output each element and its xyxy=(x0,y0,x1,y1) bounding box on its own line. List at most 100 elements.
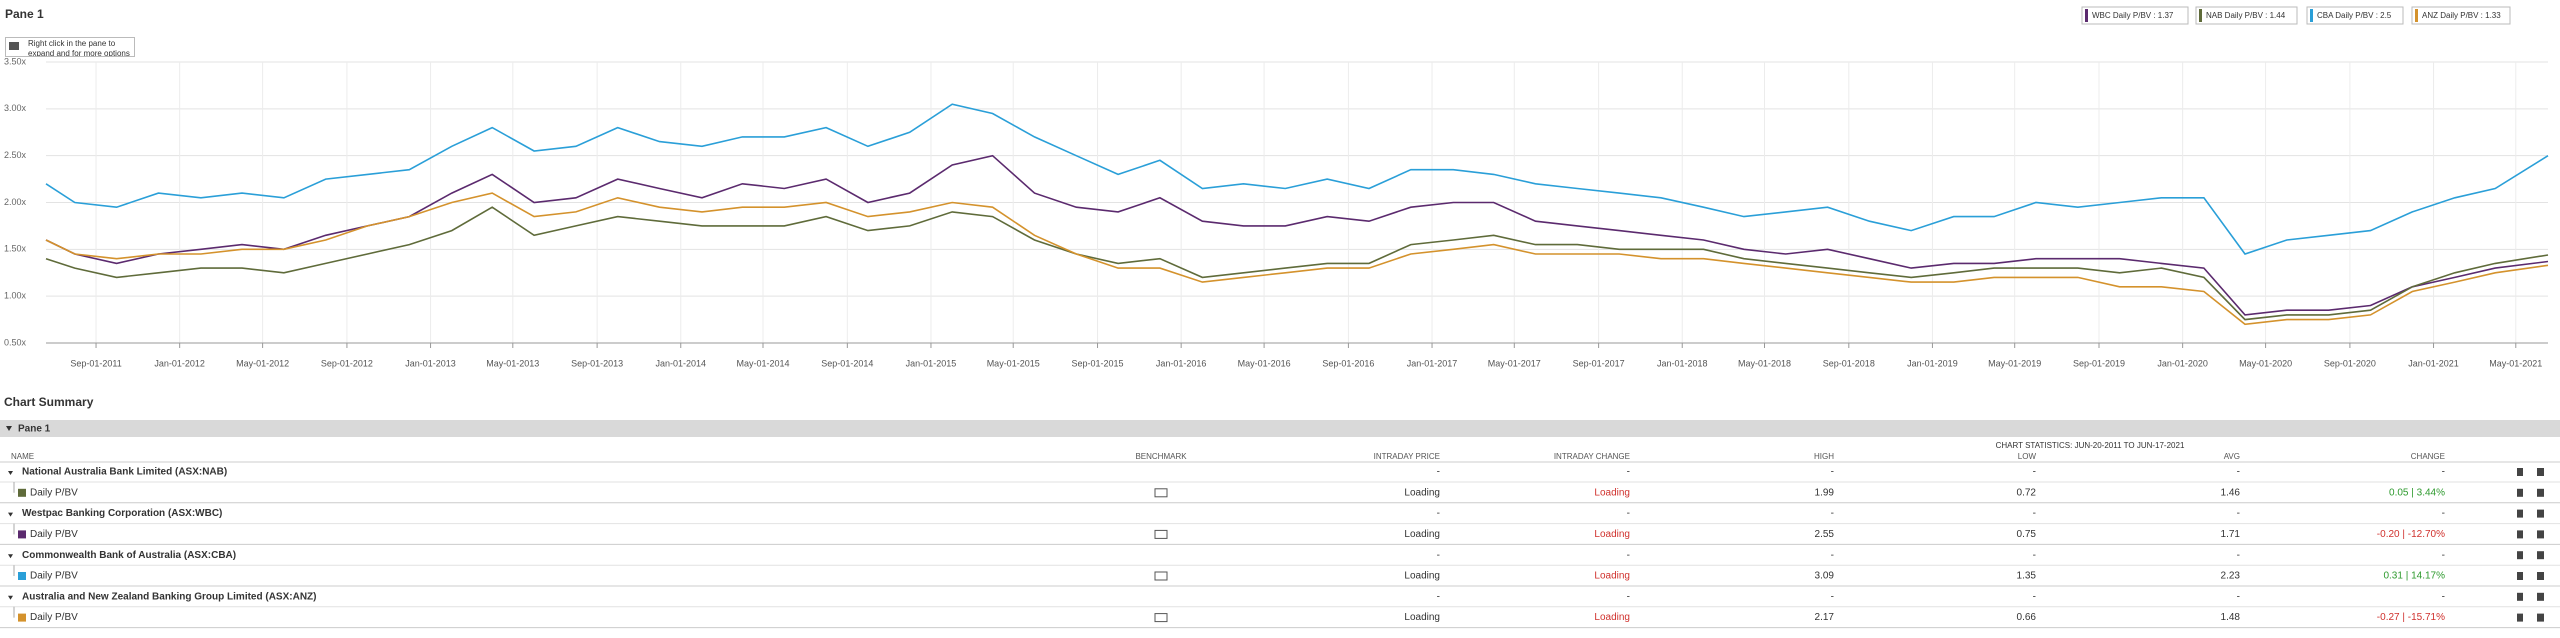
cell: 1.46 xyxy=(2221,487,2241,498)
column-header: BENCHMARK xyxy=(1135,452,1187,461)
collapse-icon[interactable] xyxy=(6,426,12,431)
series-swatch xyxy=(18,572,26,580)
x-tick-label: Jan-01-2013 xyxy=(405,358,456,368)
edit-icon[interactable] xyxy=(2517,572,2523,580)
legend-box[interactable] xyxy=(2195,6,2298,25)
x-tick-label: May-01-2017 xyxy=(1488,358,1541,368)
hint-box[interactable]: Right click in the pane to expand and fo… xyxy=(5,37,137,59)
cell: Loading xyxy=(1404,571,1440,582)
x-tick-label: May-01-2014 xyxy=(736,358,789,368)
delete-icon[interactable] xyxy=(2537,509,2544,518)
y-tick-label: 2.00x xyxy=(4,197,27,207)
cell: - xyxy=(1831,550,1834,561)
x-tick-label: Sep-01-2020 xyxy=(2324,358,2376,368)
cell: - xyxy=(2442,508,2445,519)
benchmark-icon[interactable] xyxy=(1154,529,1168,539)
expand-icon[interactable] xyxy=(8,595,13,600)
cell: - xyxy=(1627,467,1630,478)
legend-swatch xyxy=(2310,9,2313,22)
delete-icon[interactable] xyxy=(2537,551,2544,560)
expand-icon[interactable] xyxy=(8,512,13,517)
edit-icon[interactable] xyxy=(2517,551,2523,560)
edit-icon[interactable] xyxy=(2517,468,2523,476)
x-tick-label: May-01-2016 xyxy=(1238,358,1291,368)
legend-box[interactable] xyxy=(2081,6,2189,25)
legend-box[interactable] xyxy=(2411,6,2511,25)
series-swatch xyxy=(18,488,26,497)
delete-icon[interactable] xyxy=(2537,468,2544,476)
legend-box[interactable] xyxy=(2306,6,2404,25)
cell: - xyxy=(1831,508,1834,519)
cell: - xyxy=(2033,467,2036,478)
column-header: HIGH xyxy=(1814,452,1834,461)
cell: Daily P/BV xyxy=(30,612,78,623)
cell: 0.31 | 14.17% xyxy=(2383,571,2445,582)
cell: Loading xyxy=(1594,571,1630,582)
summary-title: Chart Summary xyxy=(4,395,94,409)
expand-icon[interactable] xyxy=(8,554,13,559)
cell: - xyxy=(1437,550,1440,561)
pane-bar[interactable] xyxy=(0,420,2560,437)
column-header: LOW xyxy=(2018,452,2037,461)
benchmark-icon[interactable] xyxy=(1154,571,1168,581)
column-header: INTRADAY CHANGE xyxy=(1554,452,1630,461)
x-tick-label: Sep-01-2018 xyxy=(1823,358,1875,368)
x-tick-label: May-01-2013 xyxy=(486,358,539,368)
x-tick-label: May-01-2020 xyxy=(2239,358,2292,368)
delete-icon[interactable] xyxy=(2537,613,2544,622)
y-tick-label: 2.50x xyxy=(4,150,27,160)
cell: 0.66 xyxy=(2017,612,2037,623)
company-name: National Australia Bank Limited (ASX:NAB… xyxy=(22,467,227,478)
edit-icon[interactable] xyxy=(2517,530,2523,539)
company-name: Westpac Banking Corporation (ASX:WBC) xyxy=(22,508,222,519)
cell: - xyxy=(1437,467,1440,478)
legend-entry: CBA Daily P/BV : 2.5 xyxy=(2317,11,2392,20)
x-tick-label: Jan-01-2021 xyxy=(2408,358,2459,368)
cell: -0.27 | -15.71% xyxy=(2377,612,2445,623)
delete-icon[interactable] xyxy=(2537,592,2544,601)
cell: - xyxy=(1831,467,1834,478)
x-tick-label: Sep-01-2013 xyxy=(571,358,623,368)
legend-swatch xyxy=(2415,9,2418,22)
cell: - xyxy=(1437,508,1440,519)
cell: Daily P/BV xyxy=(30,571,78,582)
hint-icon xyxy=(9,42,19,50)
expand-icon[interactable] xyxy=(8,471,13,475)
series-line xyxy=(45,154,2549,316)
benchmark-icon[interactable] xyxy=(1154,613,1168,623)
hint-text: Right click in the pane to expand and fo… xyxy=(5,37,135,57)
cell: - xyxy=(2033,550,2036,561)
delete-icon[interactable] xyxy=(2537,488,2544,497)
cell: - xyxy=(2237,591,2240,602)
column-header: NAME xyxy=(11,452,34,461)
cell: - xyxy=(1437,591,1440,602)
cell: - xyxy=(2033,591,2036,602)
x-tick-label: Jan-01-2014 xyxy=(655,358,706,368)
series-line xyxy=(45,206,2549,321)
x-tick-label: Jan-01-2018 xyxy=(1657,358,1708,368)
cell: Loading xyxy=(1404,487,1440,498)
cell: 1.71 xyxy=(2221,529,2241,540)
x-tick-label: Jan-01-2017 xyxy=(1407,358,1458,368)
edit-icon[interactable] xyxy=(2517,613,2523,622)
edit-icon[interactable] xyxy=(2517,488,2523,497)
y-tick-label: 3.00x xyxy=(4,103,27,113)
series-swatch xyxy=(18,613,26,622)
delete-icon[interactable] xyxy=(2537,572,2544,580)
y-tick-label: 1.50x xyxy=(4,244,27,254)
column-header: INTRADAY PRICE xyxy=(1374,452,1440,461)
cell: - xyxy=(2442,550,2445,561)
cell: - xyxy=(1627,550,1630,561)
company-name: Commonwealth Bank of Australia (ASX:CBA) xyxy=(22,550,236,561)
benchmark-icon[interactable] xyxy=(1154,488,1168,498)
series-line xyxy=(45,103,2549,255)
delete-icon[interactable] xyxy=(2537,530,2544,539)
cell: 1.48 xyxy=(2221,612,2241,623)
edit-icon[interactable] xyxy=(2517,509,2523,518)
x-tick-label: Sep-01-2015 xyxy=(1072,358,1124,368)
x-tick-label: Sep-01-2016 xyxy=(1322,358,1374,368)
cell: - xyxy=(1627,508,1630,519)
cell: 2.23 xyxy=(2221,571,2241,582)
x-tick-label: Jan-01-2012 xyxy=(154,358,205,368)
edit-icon[interactable] xyxy=(2517,592,2523,601)
